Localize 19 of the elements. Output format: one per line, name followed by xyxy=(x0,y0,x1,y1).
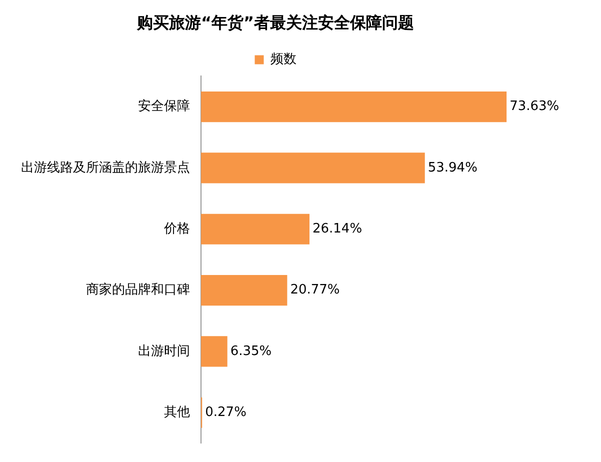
y-tick-label: 商家的品牌和口碑 xyxy=(86,282,190,298)
data-label: 73.63% xyxy=(510,99,560,114)
y-tick-label: 其他 xyxy=(164,404,190,420)
bar xyxy=(201,152,425,184)
data-label: 26.14% xyxy=(312,221,362,236)
data-label: 6.35% xyxy=(230,344,272,359)
data-label: 20.77% xyxy=(290,282,340,298)
legend-label: 频数 xyxy=(270,52,296,68)
data-label: 0.27% xyxy=(205,404,246,420)
y-tick-label: 安全保障 xyxy=(138,98,190,114)
chart-title: 购买旅游“年货”者最关注安全保障问题 xyxy=(136,12,414,32)
y-tick-label: 出游线路及所涵盖的旅游景点 xyxy=(21,159,190,176)
data-label: 53.94% xyxy=(428,160,478,176)
y-tick-label: 价格 xyxy=(163,221,190,236)
bar xyxy=(201,91,507,122)
bar xyxy=(201,214,310,244)
bar xyxy=(201,274,288,306)
bar xyxy=(201,336,228,367)
y-tick-label: 出游时间 xyxy=(138,344,190,359)
